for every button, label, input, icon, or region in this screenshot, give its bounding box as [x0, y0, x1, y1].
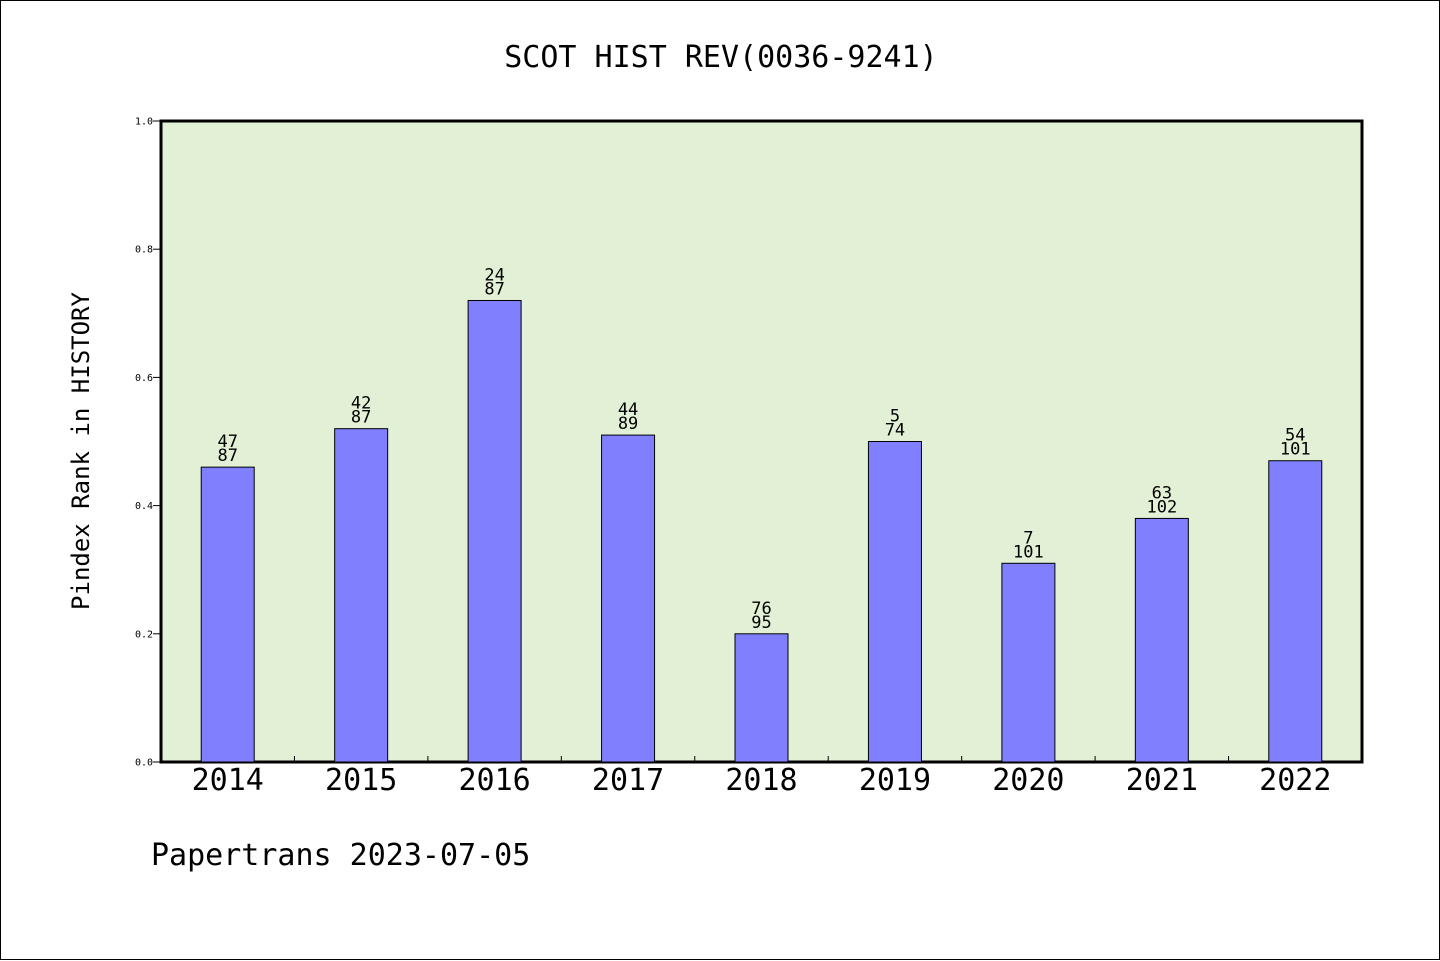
bar-label-bottom: 89	[618, 414, 638, 434]
x-axis-ticks: 2014 2015 2016 2017 2018 2019 2020 2021 2022	[192, 756, 1331, 798]
bar-label-top: 5	[890, 407, 900, 427]
bar-label-top: 7	[1023, 528, 1033, 548]
bar-2016	[467, 299, 522, 763]
bar-label-top: 24	[484, 265, 504, 285]
y-tick-label: 0.2	[135, 629, 153, 640]
chart-title: SCOT HIST REV(0036-9241)	[504, 40, 937, 75]
bar-label-top: 44	[618, 400, 638, 420]
x-tick-label: 2014	[192, 763, 264, 798]
x-tick-label: 2017	[592, 763, 664, 798]
y-tick-label: 0.4	[135, 501, 153, 512]
x-tick-label: 2022	[1259, 763, 1331, 798]
x-tick-label: 2020	[992, 763, 1064, 798]
y-tick-label: 0.8	[135, 245, 153, 256]
bars	[200, 299, 1323, 763]
x-tick-label: 2018	[725, 763, 797, 798]
x-tick-label: 2021	[1126, 763, 1198, 798]
bar-2019	[867, 441, 922, 763]
bar-label-top: 54	[1285, 426, 1305, 446]
bar-label-top: 63	[1152, 483, 1172, 503]
y-tick-label: 0.6	[135, 373, 153, 384]
bar-2015	[334, 428, 389, 763]
bar-label-bottom: 87	[484, 279, 504, 299]
y-axis-ticks: 0.0 0.2 0.4 0.6 0.8 1.0	[135, 117, 161, 769]
bar-2017	[601, 434, 656, 763]
bar-2018	[734, 633, 789, 763]
bar-label-bottom: 87	[217, 446, 237, 466]
bar-2020	[1001, 562, 1056, 763]
x-tick-label: 2015	[325, 763, 397, 798]
bar-label-top: 47	[217, 432, 237, 452]
bar-label-bottom: 95	[751, 613, 771, 633]
bar-label-top: 76	[751, 599, 771, 619]
x-tick-label: 2016	[458, 763, 530, 798]
y-tick-label: 1.0	[135, 117, 153, 128]
bar-2021	[1134, 517, 1189, 763]
bar-label-bottom: 87	[351, 408, 371, 428]
bar-label-bottom: 101	[1013, 542, 1044, 562]
bar-label-top: 42	[351, 394, 371, 414]
footer-text: Papertrans 2023-07-05	[151, 838, 530, 873]
bar-label-bottom: 101	[1280, 440, 1311, 460]
bar-label-bottom: 74	[885, 421, 905, 441]
bar-label-bottom: 102	[1146, 497, 1177, 517]
y-tick-label: 0.0	[135, 758, 153, 769]
x-tick-label: 2019	[859, 763, 931, 798]
y-axis-label: Pindex Rank in HISTORY	[67, 292, 95, 610]
bar-2014	[200, 466, 255, 763]
bar-2022	[1268, 460, 1323, 763]
